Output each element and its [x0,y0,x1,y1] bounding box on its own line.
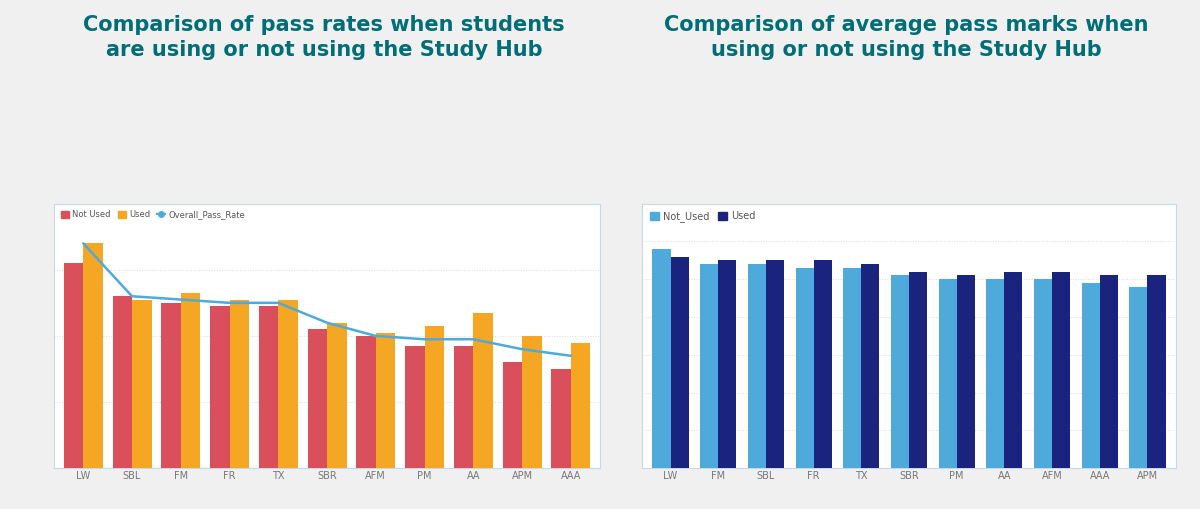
Bar [890,275,910,468]
Bar [307,329,326,468]
Bar [210,306,229,468]
Bar [671,257,689,468]
Bar [938,279,956,468]
Bar [814,260,832,468]
Bar [259,306,278,468]
Bar [406,346,425,468]
Bar [522,336,541,468]
Bar [326,323,347,468]
Text: Comparison of average pass marks when
using or not using the Study Hub: Comparison of average pass marks when us… [664,15,1148,60]
Bar [1034,279,1052,468]
Bar [766,260,784,468]
Bar [278,299,298,468]
Bar [113,296,132,468]
Bar [1004,272,1022,468]
Bar [571,343,590,468]
Bar [64,263,83,468]
Bar [1052,272,1070,468]
Text: Comparison of pass rates when students
are using or not using the Study Hub: Comparison of pass rates when students a… [83,15,565,60]
Bar [83,243,103,468]
Bar [161,303,181,468]
Bar [748,264,766,468]
Legend: Not_Used, Used: Not_Used, Used [647,209,758,225]
Bar [719,260,737,468]
Bar [956,275,974,468]
Bar [132,299,151,468]
Bar [503,362,522,468]
Bar [1099,275,1118,468]
Bar [700,264,719,468]
Bar [229,299,250,468]
Bar [1081,283,1099,468]
Bar [1147,275,1165,468]
Bar [356,336,376,468]
Bar [653,249,671,468]
Legend: Not Used, Used, Overall_Pass_Rate: Not Used, Used, Overall_Pass_Rate [58,208,248,222]
Bar [376,333,395,468]
Bar [473,313,493,468]
Bar [862,264,880,468]
Bar [844,268,862,468]
Bar [986,279,1004,468]
Bar [454,346,473,468]
Bar [551,369,571,468]
Bar [1129,287,1147,468]
Bar [181,293,200,468]
Bar [425,326,444,468]
Bar [796,268,814,468]
Bar [910,272,928,468]
